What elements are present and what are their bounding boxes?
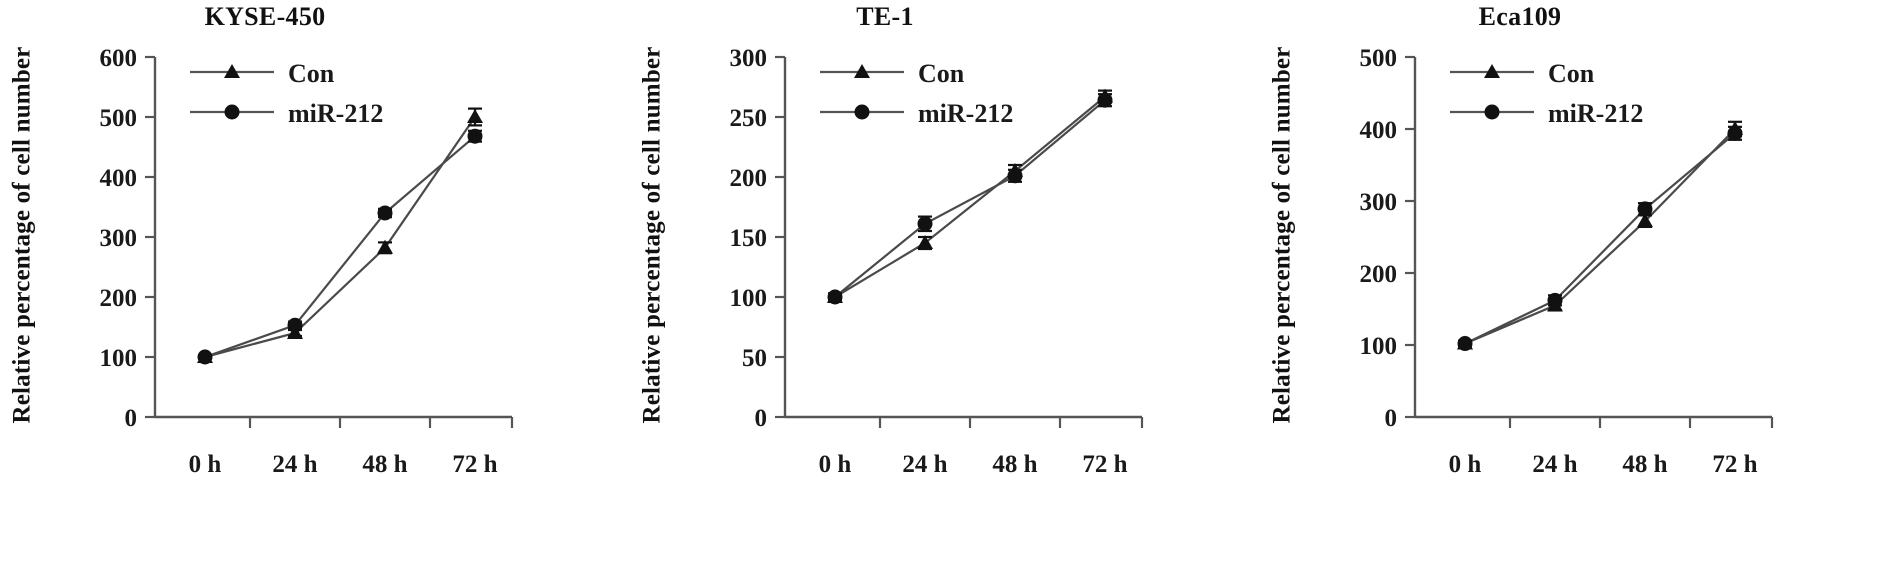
legend-label: Con xyxy=(288,59,335,88)
series-mir-212 xyxy=(827,92,1113,305)
x-tick-label: 0 h xyxy=(819,451,852,478)
data-marker-circle xyxy=(1637,201,1653,217)
data-marker-circle xyxy=(224,104,240,120)
x-tick-label: 24 h xyxy=(272,451,317,478)
y-tick-label: 0 xyxy=(755,405,768,432)
data-marker-circle xyxy=(1547,292,1563,308)
y-tick-label: 400 xyxy=(100,165,138,192)
series-con xyxy=(1457,120,1743,350)
y-tick-label: 100 xyxy=(730,285,768,312)
data-marker-circle xyxy=(1457,336,1473,352)
data-marker-triangle xyxy=(917,235,933,249)
series-polyline xyxy=(204,135,476,359)
legend-item-mir-212[interactable]: miR-212 xyxy=(190,99,383,128)
legend-label: miR-212 xyxy=(1548,99,1643,128)
plot-area-te-1: 0 50 100 150 200 250 300 0 h 24 h 48 h 72 h Con miR-… xyxy=(630,0,1260,577)
x-tick-label: 24 h xyxy=(902,451,947,478)
x-tick-label: 72 h xyxy=(1082,451,1127,478)
chart-svg-te-1: 0 50 100 150 200 250 300 0 h 24 h 48 h 72 h Con miR-… xyxy=(730,45,1144,478)
data-marker-circle xyxy=(1727,125,1743,141)
x-tick-label: 72 h xyxy=(452,451,497,478)
y-tick-label: 300 xyxy=(730,45,768,72)
series-polyline xyxy=(834,95,1106,298)
data-marker-circle xyxy=(287,317,303,333)
series-polyline xyxy=(1464,128,1736,345)
y-tick-label: 150 xyxy=(730,225,768,252)
series-mir-212 xyxy=(1457,125,1743,352)
legend-label: Con xyxy=(1548,59,1595,88)
series-polyline xyxy=(204,116,476,359)
x-tick-label: 0 h xyxy=(1449,451,1482,478)
panel-title-eca109: Eca109 xyxy=(1478,2,1562,31)
data-marker-circle xyxy=(1097,92,1113,108)
x-tick-label: 0 h xyxy=(189,451,222,478)
y-tick-label: 400 xyxy=(1360,117,1398,144)
legend-item-mir-212[interactable]: miR-212 xyxy=(820,99,1013,128)
data-marker-circle xyxy=(1007,168,1023,184)
data-marker-triangle xyxy=(1484,64,1500,78)
y-tick-label: 0 xyxy=(125,405,138,432)
data-marker-triangle xyxy=(467,109,483,123)
x-tick-label: 48 h xyxy=(992,451,1037,478)
data-marker-triangle xyxy=(224,64,240,78)
series-polyline xyxy=(1464,132,1736,345)
y-tick-label: 50 xyxy=(742,345,767,372)
y-tick-label: 200 xyxy=(100,285,138,312)
y-tick-label: 500 xyxy=(100,105,138,132)
panel-eca109: Relative percentage of cell number Eca10… xyxy=(1260,0,1890,577)
x-tick-label: 48 h xyxy=(362,451,407,478)
panel-title-te-1: TE-1 xyxy=(856,2,914,31)
data-marker-triangle xyxy=(854,64,870,78)
y-tick-label: 600 xyxy=(100,45,138,72)
y-tick-label: 500 xyxy=(1360,45,1398,72)
x-tick-label: 72 h xyxy=(1712,451,1757,478)
chart-svg-kyse-450: 0 100 200 300 400 500 600 0 h 24 h 48 h 72 h Con miR… xyxy=(100,45,514,478)
y-tick-label: 200 xyxy=(730,165,768,192)
y-tick-label: 300 xyxy=(1360,189,1398,216)
panel-title-kyse-450: KYSE-450 xyxy=(204,2,326,31)
data-marker-circle xyxy=(377,205,393,221)
x-tick-label: 24 h xyxy=(1532,451,1577,478)
legend-item-con[interactable]: Con xyxy=(190,59,335,88)
data-marker-circle xyxy=(854,104,870,120)
data-marker-triangle xyxy=(1637,213,1653,228)
legend-item-mir-212[interactable]: miR-212 xyxy=(1450,99,1643,128)
panel-te-1: Relative percentage of cell number TE-1 … xyxy=(630,0,1260,577)
legend-item-con[interactable]: Con xyxy=(820,59,965,88)
legend-item-con[interactable]: Con xyxy=(1450,59,1595,88)
chart-svg-eca109: 0 100 200 300 400 500 0 h 24 h 48 h 72 h Con miR-21… xyxy=(1360,45,1774,478)
data-marker-circle xyxy=(1484,104,1500,120)
data-marker-circle xyxy=(917,216,933,232)
series-con xyxy=(197,107,483,363)
legend-label: miR-212 xyxy=(288,99,383,128)
y-tick-label: 100 xyxy=(1360,333,1398,360)
y-tick-label: 300 xyxy=(100,225,138,252)
y-tick-label: 0 xyxy=(1385,405,1398,432)
legend-label: miR-212 xyxy=(918,99,1013,128)
series-mir-212 xyxy=(197,128,483,365)
data-marker-circle xyxy=(467,128,483,144)
panel-kyse-450: Relative percentage of cell number KYSE-… xyxy=(0,0,630,577)
data-marker-triangle xyxy=(377,239,393,254)
y-tick-label: 250 xyxy=(730,105,768,132)
series-polyline xyxy=(834,99,1106,298)
y-tick-label: 100 xyxy=(100,345,138,372)
data-marker-circle xyxy=(197,349,213,365)
y-tick-label: 200 xyxy=(1360,261,1398,288)
plot-area-eca109: 0 100 200 300 400 500 0 h 24 h 48 h 72 h Con miR-21… xyxy=(1260,0,1890,577)
data-marker-circle xyxy=(827,289,843,305)
legend-label: Con xyxy=(918,59,965,88)
plot-area-kyse-450: 0 100 200 300 400 500 600 0 h 24 h 48 h 72 h Con miR… xyxy=(0,0,630,577)
x-tick-label: 48 h xyxy=(1622,451,1667,478)
